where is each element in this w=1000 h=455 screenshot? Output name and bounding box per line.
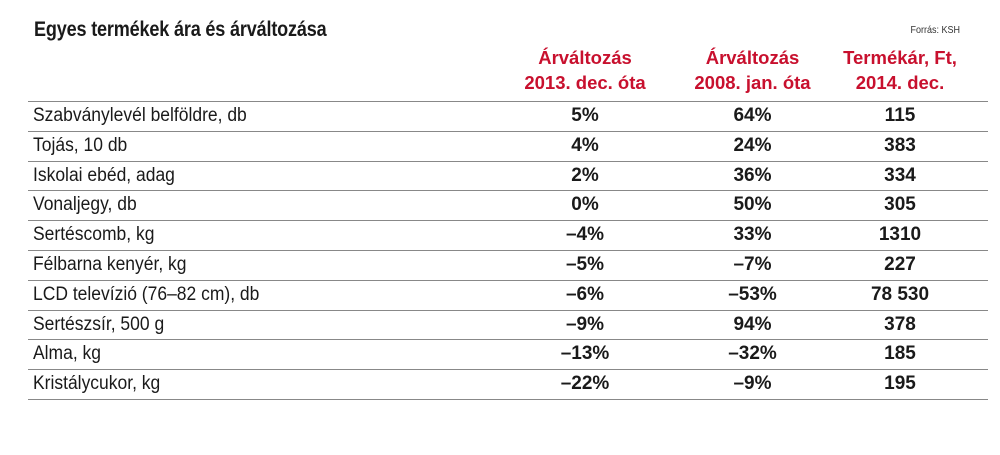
- table-cell: 195: [884, 373, 916, 395]
- row-label: Szabványlevél belföldre, db: [33, 105, 247, 126]
- row-divider: [28, 339, 988, 341]
- row-label: Sertéscomb, kg: [33, 224, 155, 246]
- table-cell: –6%: [565, 283, 605, 305]
- row-divider: [28, 220, 988, 222]
- table-row: Félbarna kenyér, kg –5% –7% 227: [0, 250, 1000, 279]
- column-header-line: 2008. jan. óta: [694, 72, 811, 93]
- row-divider: [28, 160, 988, 162]
- row-divider: [28, 101, 988, 102]
- table-cell: 24%: [733, 134, 772, 156]
- table-cell: 5%: [571, 105, 599, 126]
- row-divider: [28, 130, 988, 132]
- table-cell: 50%: [733, 194, 772, 216]
- table-cell: 1310: [878, 224, 922, 246]
- table-cell: 36%: [733, 164, 772, 186]
- table-title: Egyes termékek ára és árváltozása: [34, 18, 327, 41]
- row-divider: [28, 279, 988, 281]
- table-cell: 185: [884, 343, 916, 365]
- column-header-line: Árváltozás: [538, 47, 632, 68]
- table-cell: 4%: [571, 134, 599, 156]
- column-header-line: 2013. dec. óta: [524, 72, 646, 93]
- table-cell: –13%: [560, 343, 610, 365]
- row-label: LCD televízió (76–82 cm), db: [33, 283, 260, 305]
- table-cell: –4%: [565, 224, 605, 246]
- table-cell: –53%: [728, 283, 777, 305]
- table-cell: 334: [884, 164, 916, 186]
- column-header-change-2013: Árváltozás 2013. dec. óta: [500, 45, 670, 95]
- table-row: Iskolai ebéd, adag 2% 36% 334: [0, 161, 1000, 190]
- row-divider: [28, 399, 988, 400]
- table-cell: 33%: [733, 224, 772, 246]
- table-cell: –22%: [560, 373, 610, 395]
- table-cell: 94%: [733, 313, 772, 335]
- row-divider: [28, 190, 988, 192]
- table-cell: 2%: [571, 164, 599, 186]
- row-divider: [28, 250, 988, 251]
- column-header-line: Árváltozás: [705, 47, 800, 68]
- table-cell: –7%: [733, 254, 772, 275]
- row-label: Kristálycukor, kg: [33, 373, 161, 395]
- table-cell: 78 530: [870, 283, 930, 305]
- table-cell: 227: [884, 254, 916, 275]
- table-cell: 378: [884, 313, 916, 335]
- row-label: Félbarna kenyér, kg: [33, 254, 187, 275]
- row-label: Iskolai ebéd, adag: [33, 164, 175, 186]
- table-cell: 305: [884, 194, 916, 216]
- source-note: Forrás: KSH: [910, 25, 960, 36]
- table-row: Szabványlevél belföldre, db 5% 64% 115: [0, 101, 1000, 130]
- row-label: Sertészsír, 500 g: [33, 313, 165, 335]
- table-cell: –9%: [565, 313, 605, 335]
- row-label: Vonaljegy, db: [33, 194, 137, 216]
- table-cell: –9%: [733, 373, 772, 395]
- table-row: Sertéscomb, kg –4% 33% 1310: [0, 220, 1000, 249]
- column-header-line: 2014. dec.: [855, 72, 945, 93]
- row-label: Alma, kg: [33, 343, 102, 365]
- table-cell: 383: [884, 134, 916, 156]
- table-row: Alma, kg –13% –32% 185: [0, 339, 1000, 368]
- row-divider: [28, 309, 988, 311]
- table-row: Tojás, 10 db 4% 24% 383: [0, 131, 1000, 160]
- column-header-change-2008: Árváltozás 2008. jan. óta: [665, 45, 840, 95]
- table-cell: –32%: [728, 343, 777, 365]
- table-cell: 64%: [733, 105, 772, 126]
- column-header-line: Termékár, Ft,: [843, 47, 957, 68]
- row-divider: [28, 369, 988, 371]
- table-row: Sertészsír, 500 g –9% 94% 378: [0, 310, 1000, 339]
- table-row: Kristálycukor, kg –22% –9% 195: [0, 369, 1000, 398]
- table-row: LCD televízió (76–82 cm), db –6% –53% 78 53…: [0, 280, 1000, 309]
- row-label: Tojás, 10 db: [33, 134, 128, 156]
- table-cell: 0%: [571, 194, 599, 216]
- table-row: Vonaljegy, db 0% 50% 305: [0, 190, 1000, 219]
- table-cell: 115: [884, 105, 916, 126]
- table-cell: –5%: [565, 254, 605, 275]
- column-header-price-2014: Termékár, Ft, 2014. dec.: [825, 45, 975, 95]
